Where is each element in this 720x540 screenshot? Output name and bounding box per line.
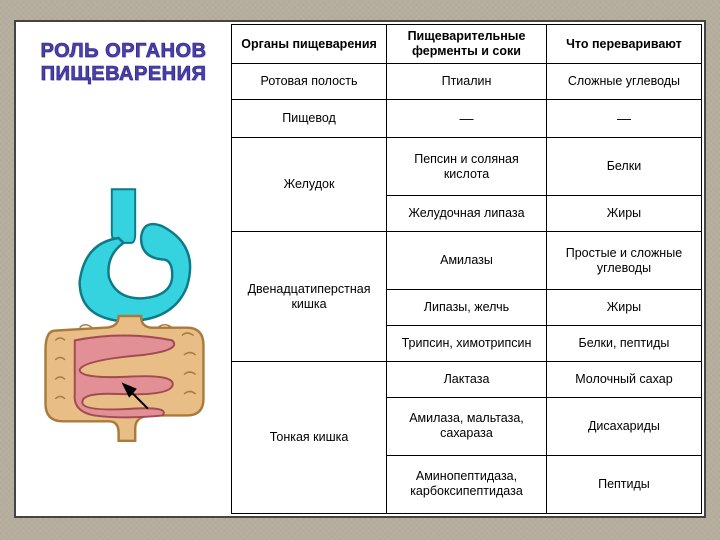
cell-digest: Пептиды xyxy=(546,455,701,513)
table-row: Двенадцатиперстная кишка Амилазы Простые… xyxy=(232,232,702,290)
cell-enzyme: Желудочная липаза xyxy=(387,196,547,232)
table-body: Ротовая полость Птиалин Сложные углеводы… xyxy=(232,64,702,514)
table-row: Желудок Пепсин и соляная кислота Белки xyxy=(232,138,702,196)
cell-organ: Ротовая полость xyxy=(232,64,387,100)
digestive-system-diagram xyxy=(26,186,221,446)
table-header-row: Органы пищеварения Пищеварительные ферме… xyxy=(232,25,702,64)
cell-enzyme: Пепсин и соляная кислота xyxy=(387,138,547,196)
cell-digest: Сложные углеводы xyxy=(546,64,701,100)
cell-digest: Жиры xyxy=(546,196,701,232)
esophagus-shape xyxy=(112,189,135,243)
cell-digest: — xyxy=(546,99,701,137)
title-line-2: ПИЩЕВАРЕНИЯ xyxy=(41,63,207,85)
cell-digest: Жиры xyxy=(546,290,701,326)
diagram-container xyxy=(24,126,223,506)
table-row: Пищевод — — xyxy=(232,99,702,137)
cell-enzyme: Амилазы xyxy=(387,232,547,290)
table-row: Тонкая кишка Лактаза Молочный сахар xyxy=(232,361,702,397)
page-background: РОЛЬ ОРГАНОВ ПИЩЕВАРЕНИЯ xyxy=(0,0,720,540)
col-header-organ: Органы пищеварения xyxy=(232,25,387,64)
title-line-1: РОЛЬ ОРГАНОВ xyxy=(41,40,207,62)
table-row: Ротовая полость Птиалин Сложные углеводы xyxy=(232,64,702,100)
cell-digest: Дисахариды xyxy=(546,397,701,455)
left-column: РОЛЬ ОРГАНОВ ПИЩЕВАРЕНИЯ xyxy=(16,22,231,516)
cell-organ: Тонкая кишка xyxy=(232,361,387,513)
page-title: РОЛЬ ОРГАНОВ ПИЩЕВАРЕНИЯ xyxy=(24,40,223,86)
right-column: Органы пищеварения Пищеварительные ферме… xyxy=(231,22,704,516)
cell-enzyme: Трипсин, химотрипсин xyxy=(387,326,547,362)
digestion-table: Органы пищеварения Пищеварительные ферме… xyxy=(231,24,702,514)
cell-digest: Простые и сложные углеводы xyxy=(546,232,701,290)
cell-digest: Молочный сахар xyxy=(546,361,701,397)
cell-enzyme: Аминопептидаза, карбоксипептидаза xyxy=(387,455,547,513)
cell-digest: Белки, пептиды xyxy=(546,326,701,362)
cell-enzyme: Липазы, желчь xyxy=(387,290,547,326)
col-header-enzyme: Пищеварительные ферменты и соки xyxy=(387,25,547,64)
cell-digest: Белки xyxy=(546,138,701,196)
col-header-digest: Что переваривают xyxy=(546,25,701,64)
cell-organ: Двенадцатиперстная кишка xyxy=(232,232,387,362)
content-frame: РОЛЬ ОРГАНОВ ПИЩЕВАРЕНИЯ xyxy=(14,20,706,518)
cell-organ: Желудок xyxy=(232,138,387,232)
cell-enzyme: — xyxy=(387,99,547,137)
cell-enzyme: Лактаза xyxy=(387,361,547,397)
cell-enzyme: Птиалин xyxy=(387,64,547,100)
cell-organ: Пищевод xyxy=(232,99,387,137)
cell-enzyme: Амилаза, мальтаза, сахараза xyxy=(387,397,547,455)
